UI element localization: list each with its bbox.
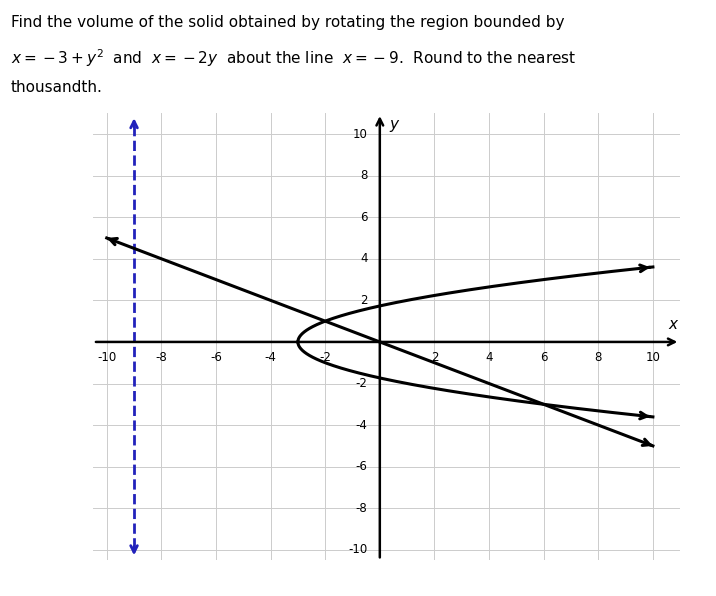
Text: -10: -10 [97, 351, 117, 364]
Text: thousandth.: thousandth. [11, 80, 102, 95]
Text: -2: -2 [356, 377, 367, 390]
Text: y: y [390, 117, 398, 132]
Text: -8: -8 [155, 351, 168, 364]
Text: x: x [669, 316, 677, 331]
Text: -2: -2 [319, 351, 331, 364]
Text: Find the volume of the solid obtained by rotating the region bounded by: Find the volume of the solid obtained by… [11, 15, 564, 30]
Text: 2: 2 [431, 351, 438, 364]
Text: 6: 6 [540, 351, 548, 364]
Text: 10: 10 [645, 351, 660, 364]
Text: 2: 2 [360, 294, 367, 307]
Text: 8: 8 [594, 351, 602, 364]
Text: $x = -3 + y^2$  and  $x = -2y$  about the line  $x = -9$.  Round to the nearest: $x = -3 + y^2$ and $x = -2y$ about the l… [11, 48, 576, 69]
Text: -4: -4 [356, 418, 367, 432]
Text: -10: -10 [348, 544, 367, 556]
Text: -4: -4 [265, 351, 276, 364]
Text: -6: -6 [356, 460, 367, 473]
Text: 4: 4 [485, 351, 493, 364]
Text: 10: 10 [353, 128, 367, 141]
Text: -6: -6 [210, 351, 222, 364]
Text: 4: 4 [360, 252, 367, 265]
Text: 6: 6 [360, 211, 367, 224]
Text: -8: -8 [356, 502, 367, 515]
Text: 8: 8 [360, 169, 367, 182]
